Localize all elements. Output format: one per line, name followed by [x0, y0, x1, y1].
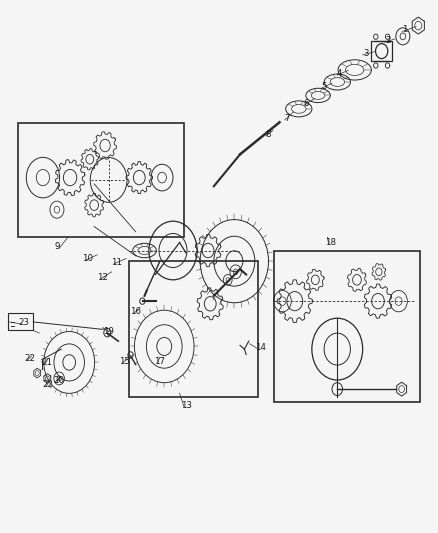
Text: 4: 4: [337, 69, 342, 78]
Text: 9: 9: [54, 243, 60, 251]
Bar: [371, 41, 392, 61]
Text: 14: 14: [255, 343, 266, 352]
Text: 19: 19: [103, 327, 114, 336]
Text: 13: 13: [180, 401, 192, 409]
Text: 17: 17: [154, 357, 166, 366]
Bar: [18, 123, 184, 237]
Text: 11: 11: [110, 258, 122, 266]
Text: 1: 1: [403, 26, 408, 34]
Text: 5: 5: [321, 82, 327, 91]
Text: 22: 22: [42, 381, 54, 389]
Text: 2: 2: [385, 36, 390, 45]
Text: 21: 21: [42, 358, 53, 367]
Bar: [8, 313, 33, 330]
Text: 8: 8: [265, 130, 271, 139]
Text: 10: 10: [82, 254, 93, 263]
Text: 16: 16: [130, 308, 141, 316]
Bar: [274, 251, 420, 402]
Text: 23: 23: [18, 318, 30, 327]
Text: 3: 3: [363, 49, 368, 58]
Text: 6: 6: [304, 99, 309, 108]
Text: 12: 12: [97, 273, 109, 281]
Text: 20: 20: [53, 376, 65, 385]
Bar: [129, 261, 258, 397]
Text: 22: 22: [24, 354, 35, 362]
Text: 18: 18: [325, 238, 336, 247]
Text: 7: 7: [284, 114, 290, 123]
Text: 15: 15: [119, 357, 131, 366]
